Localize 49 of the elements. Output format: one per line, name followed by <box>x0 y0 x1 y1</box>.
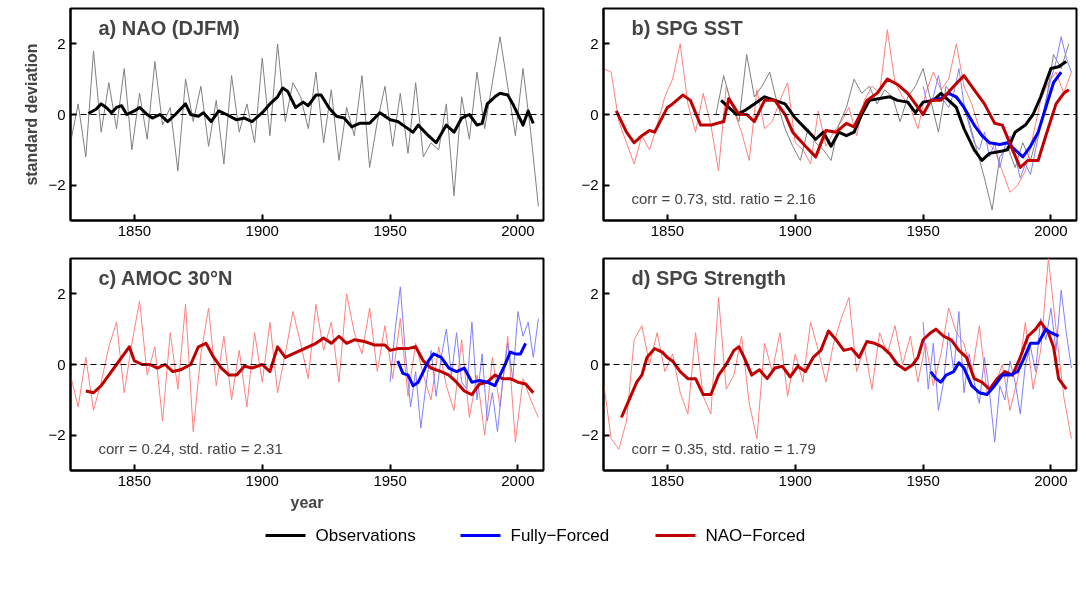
y-tick-label: −2 <box>48 176 66 194</box>
y-tick-label: 0 <box>57 355 66 373</box>
x-axis-title: year <box>290 493 324 511</box>
chart-title: d) SPG Strength <box>631 266 786 289</box>
x-tick-label: 1950 <box>906 471 940 489</box>
x-tick-label: 1900 <box>245 471 279 489</box>
annotation: corr = 0.35, std. ratio = 1.79 <box>631 439 816 457</box>
y-tick-label: 2 <box>57 34 66 52</box>
line-series <box>614 74 1071 169</box>
x-tick-label: 2000 <box>1034 221 1068 239</box>
x-tick-label: 1950 <box>373 221 407 239</box>
legend-label: Observations <box>315 526 416 545</box>
annotation: corr = 0.24, std. ratio = 2.31 <box>98 439 283 457</box>
legend-label: NAO−Forced <box>705 526 806 545</box>
x-tick-label: 1850 <box>117 471 152 489</box>
line-series <box>70 293 539 443</box>
chart-title: c) AMOC 30°N <box>98 266 233 289</box>
annotation: corr = 0.73, std. ratio = 2.16 <box>631 189 816 207</box>
x-tick-label: 1900 <box>778 221 812 239</box>
x-tick-label: 1850 <box>650 221 685 239</box>
chart-title: a) NAO (DJFM) <box>98 16 240 39</box>
y-tick-label: 0 <box>57 105 66 123</box>
y-tick-label: 2 <box>590 34 599 52</box>
line-series <box>619 320 1068 419</box>
chart-title: b) SPG SST <box>631 16 743 39</box>
y-tick-label: −2 <box>581 176 599 194</box>
x-tick-label: 2000 <box>501 471 535 489</box>
line-series <box>396 341 528 388</box>
y-tick-label: −2 <box>581 426 599 444</box>
legend-label: Fully−Forced <box>510 526 610 545</box>
x-tick-label: 2000 <box>501 221 535 239</box>
y-tick-label: 0 <box>590 355 599 373</box>
y-tick-label: 0 <box>590 105 599 123</box>
line-series <box>389 286 539 433</box>
y-tick-label: −2 <box>48 426 66 444</box>
y-tick-label: 2 <box>57 284 66 302</box>
line-series <box>922 289 1072 443</box>
x-tick-label: 1900 <box>245 221 279 239</box>
x-tick-label: 1850 <box>650 471 685 489</box>
x-tick-label: 1900 <box>778 471 812 489</box>
x-tick-label: 2000 <box>1034 471 1068 489</box>
x-tick-label: 1950 <box>906 221 940 239</box>
line-series <box>929 327 1061 397</box>
line-series <box>84 334 535 397</box>
x-tick-label: 1850 <box>117 221 152 239</box>
y-axis-title: standard deviation <box>23 43 41 186</box>
line-series <box>922 36 1072 179</box>
y-tick-label: 2 <box>590 284 599 302</box>
x-tick-label: 1950 <box>373 471 407 489</box>
